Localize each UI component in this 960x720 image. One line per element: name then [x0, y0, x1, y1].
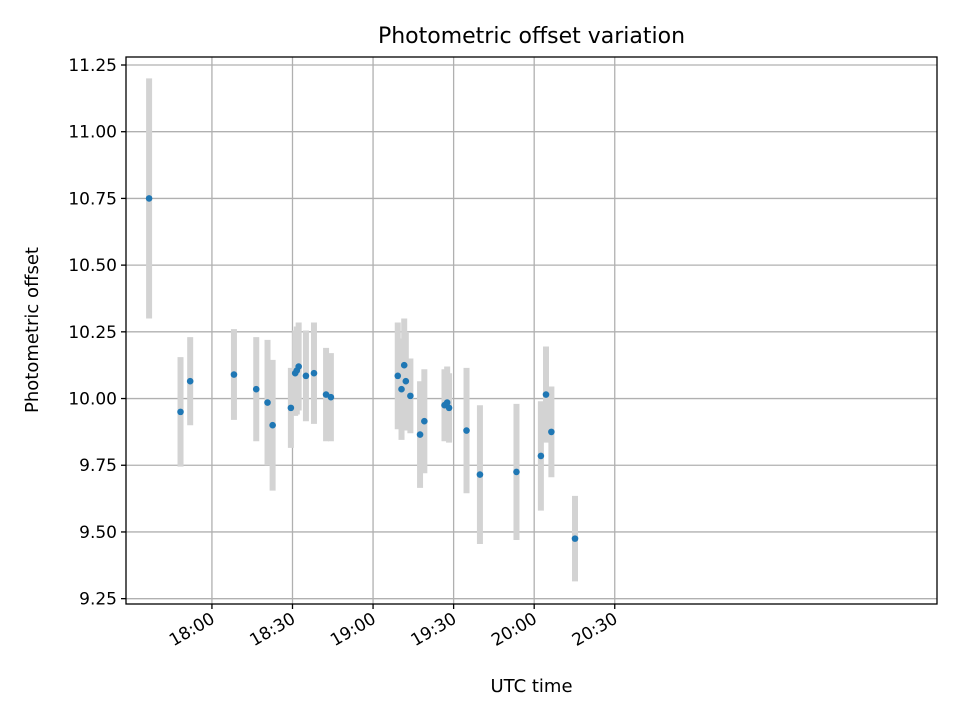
data-point	[287, 404, 295, 412]
data-point	[400, 361, 408, 369]
grid-layer	[126, 57, 937, 604]
data-point	[398, 385, 405, 393]
x-axis-label: UTC time	[490, 676, 572, 697]
chart-title: Photometric offset variation	[378, 24, 685, 49]
data-point	[513, 468, 520, 476]
y-tick-label: 9.25	[79, 590, 117, 610]
data-point	[327, 393, 335, 401]
data-point	[421, 417, 428, 425]
y-axis-label: Photometric offset	[22, 247, 43, 413]
data-point	[548, 428, 555, 436]
data-point	[443, 399, 451, 406]
data-point	[476, 471, 484, 478]
data-point	[310, 369, 318, 377]
point-layer	[145, 195, 579, 542]
data-point	[295, 363, 302, 370]
y-tick-label: 11.25	[68, 56, 117, 76]
data-point	[394, 372, 402, 380]
data-point	[537, 452, 545, 460]
data-point	[302, 372, 310, 380]
plot-frame	[125, 56, 938, 605]
data-point	[186, 377, 194, 385]
data-point	[177, 408, 184, 416]
data-point	[145, 195, 153, 202]
y-tick-label: 10.50	[68, 256, 117, 276]
y-tick-label: 9.50	[79, 523, 117, 543]
data-point	[322, 391, 330, 398]
data-point	[542, 391, 550, 398]
data-point	[230, 371, 238, 378]
data-point	[571, 535, 579, 542]
y-tick-label: 10.00	[68, 390, 117, 410]
data-point	[416, 431, 424, 438]
data-point	[252, 385, 260, 393]
data-point	[445, 404, 453, 412]
data-point	[264, 399, 271, 406]
data-point	[407, 392, 414, 400]
data-point	[402, 377, 410, 385]
data-point	[269, 421, 276, 429]
y-tick-label: 11.00	[68, 123, 117, 143]
y-tick-label: 10.75	[68, 189, 117, 209]
y-tick-label: 10.25	[68, 323, 117, 343]
data-point	[463, 427, 470, 434]
y-tick-label: 9.75	[79, 456, 117, 476]
